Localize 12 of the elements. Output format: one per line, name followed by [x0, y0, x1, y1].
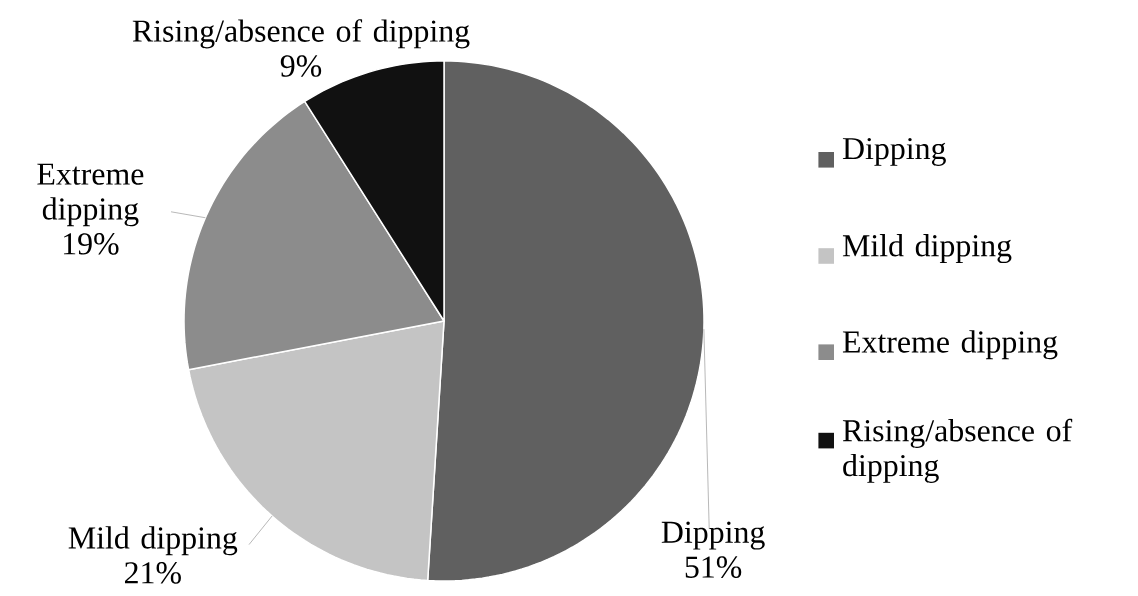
legend-label: Extreme dipping: [842, 330, 1058, 360]
slice-label: Extreme dipping: [37, 163, 144, 227]
slice-label: Dipping: [661, 521, 765, 550]
data-label: 9%: [280, 55, 322, 77]
data-label: 21%: [125, 562, 181, 584]
data-label: 51%: [685, 556, 742, 578]
slice-label: Rising/absence of dipping: [132, 19, 470, 49]
legend-label: Rising/absence of dipping: [842, 418, 1073, 483]
data-label: 19%: [63, 233, 119, 255]
legend-label: Dipping: [842, 137, 946, 166]
legend-label: Mild dipping: [842, 234, 1012, 264]
slice-label: Mild dipping: [68, 526, 238, 556]
